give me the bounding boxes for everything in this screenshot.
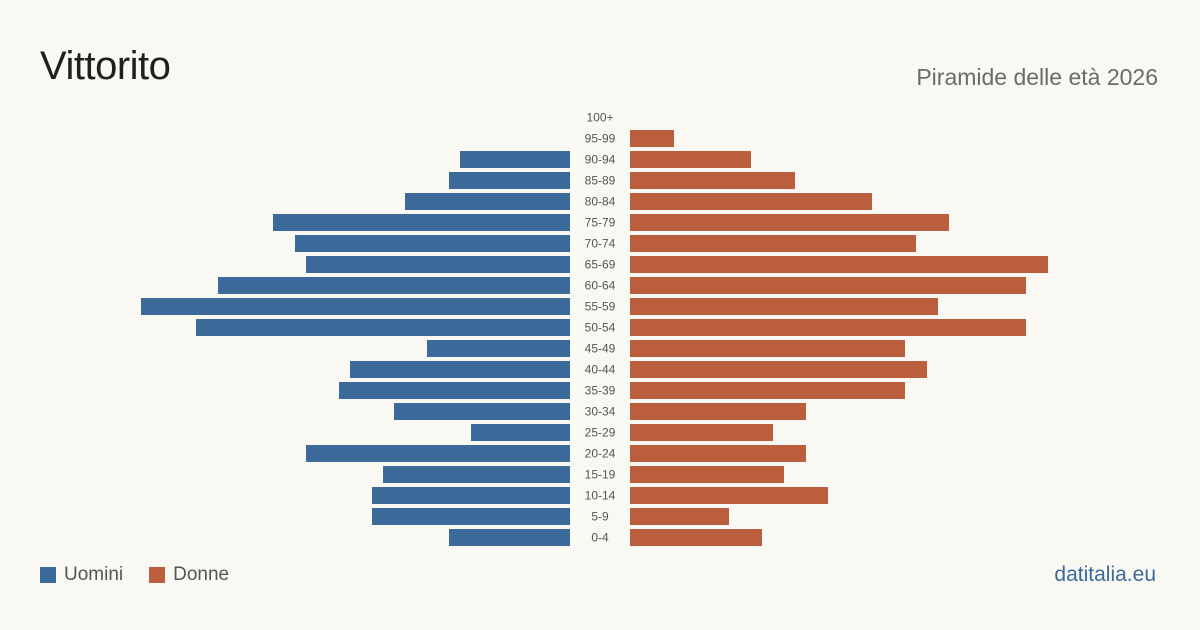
age-label-15-19: 15-19 [585, 468, 616, 482]
bar-men-55-59 [141, 298, 570, 315]
age-label-70-74: 70-74 [585, 237, 616, 251]
bar-women-10-14 [630, 487, 828, 504]
bar-men-70-74 [295, 235, 570, 252]
bar-men-80-84 [405, 193, 570, 210]
legend-label-men: Uomini [64, 564, 124, 585]
legend-item-men: Uomini [40, 564, 123, 586]
bar-men-85-89 [449, 172, 570, 189]
chart-subtitle: Piramide delle età 2026 [916, 64, 1158, 90]
age-label-80-84: 80-84 [585, 195, 616, 209]
bar-women-50-54 [630, 319, 1026, 336]
legend-swatch-men [40, 567, 56, 583]
legend-label-women: Donne [173, 564, 230, 585]
source-link[interactable]: datitalia.eu [1054, 563, 1156, 586]
age-label-55-59: 55-59 [585, 300, 616, 314]
age-label-50-54: 50-54 [585, 321, 616, 335]
age-label-5-9: 5-9 [591, 510, 609, 524]
bar-women-25-29 [630, 424, 773, 441]
page-title: Vittorito [40, 44, 171, 88]
legend-item-women: Donne [149, 564, 229, 586]
bar-men-40-44 [350, 361, 570, 378]
bar-men-35-39 [339, 382, 570, 399]
bar-women-80-84 [630, 193, 872, 210]
age-label-0-4: 0-4 [591, 531, 609, 545]
bar-men-50-54 [196, 319, 570, 336]
age-label-35-39: 35-39 [585, 384, 616, 398]
legend-swatch-women [149, 567, 166, 583]
bar-men-20-24 [306, 445, 570, 462]
age-label-65-69: 65-69 [585, 258, 616, 272]
age-label-85-89: 85-89 [585, 174, 616, 188]
population-pyramid-chart: 100+ 95-99 90-94 85-89 80-84 75-79 70-74 65-69 6… [141, 111, 1048, 546]
bar-men-25-29 [471, 424, 570, 441]
age-label-60-64: 60-64 [585, 279, 616, 293]
age-label-30-34: 30-34 [585, 405, 616, 419]
bar-women-85-89 [630, 172, 795, 189]
bar-women-90-94 [630, 151, 751, 168]
bar-women-55-59 [630, 298, 938, 315]
bar-women-35-39 [630, 382, 905, 399]
bar-men-30-34 [394, 403, 570, 420]
bar-women-30-34 [630, 403, 806, 420]
bar-men-0-4 [449, 529, 570, 546]
bar-men-90-94 [460, 151, 570, 168]
bar-women-70-74 [630, 235, 916, 252]
age-label-75-79: 75-79 [585, 216, 616, 230]
bar-men-10-14 [372, 487, 570, 504]
bar-women-95-99 [630, 130, 674, 147]
age-label-90-94: 90-94 [585, 153, 616, 167]
age-label-40-44: 40-44 [585, 363, 616, 377]
bar-men-5-9 [372, 508, 570, 525]
age-label-45-49: 45-49 [585, 342, 616, 356]
bar-women-60-64 [630, 277, 1026, 294]
bar-men-60-64 [218, 277, 570, 294]
bar-women-75-79 [630, 214, 949, 231]
bar-women-20-24 [630, 445, 806, 462]
age-label-10-14: 10-14 [585, 489, 616, 503]
bar-men-75-79 [273, 214, 570, 231]
bar-women-40-44 [630, 361, 927, 378]
age-label-95-99: 95-99 [585, 132, 616, 146]
age-label-25-29: 25-29 [585, 426, 616, 440]
age-label-100+: 100+ [586, 111, 613, 125]
bar-women-15-19 [630, 466, 784, 483]
bar-women-45-49 [630, 340, 905, 357]
bar-women-65-69 [630, 256, 1048, 273]
bar-men-45-49 [427, 340, 570, 357]
legend: Uomini Donne [40, 564, 255, 586]
bar-men-15-19 [383, 466, 570, 483]
bar-men-65-69 [306, 256, 570, 273]
age-label-20-24: 20-24 [585, 447, 616, 461]
bar-women-0-4 [630, 529, 762, 546]
bar-women-5-9 [630, 508, 729, 525]
